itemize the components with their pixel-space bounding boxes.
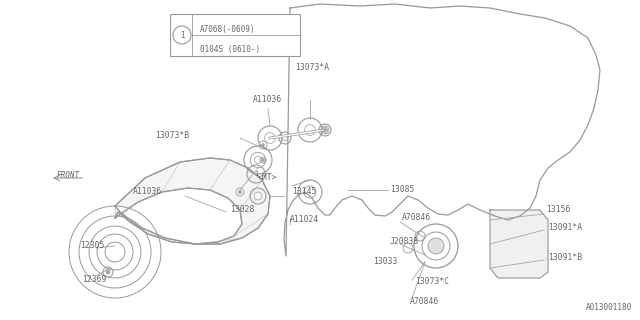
Text: 13073*A: 13073*A <box>295 63 329 73</box>
Polygon shape <box>490 210 548 278</box>
Text: A11024: A11024 <box>290 215 319 225</box>
Text: A11036: A11036 <box>253 95 282 105</box>
Text: 1: 1 <box>180 30 184 39</box>
Circle shape <box>106 270 110 274</box>
Text: 13091*A: 13091*A <box>548 223 582 233</box>
Text: J20838: J20838 <box>390 237 419 246</box>
Text: 12305: 12305 <box>80 242 104 251</box>
Bar <box>170 14 300 56</box>
Polygon shape <box>115 158 270 244</box>
Text: A013001180: A013001180 <box>586 303 632 312</box>
Text: <MT>: <MT> <box>258 173 278 182</box>
Text: 13085: 13085 <box>390 186 414 195</box>
Text: 13156: 13156 <box>546 205 570 214</box>
Text: A7068(-0609): A7068(-0609) <box>200 25 255 34</box>
Circle shape <box>262 158 264 162</box>
Text: 13033: 13033 <box>373 258 397 267</box>
Circle shape <box>323 129 326 132</box>
Text: 13073*B: 13073*B <box>155 132 189 140</box>
Circle shape <box>239 190 241 194</box>
Text: 12369: 12369 <box>82 276 106 284</box>
Circle shape <box>428 238 444 254</box>
Text: A70846: A70846 <box>410 298 439 307</box>
Text: 13028: 13028 <box>230 205 254 214</box>
Text: 0104S (0610-): 0104S (0610-) <box>200 45 260 54</box>
Text: A70846: A70846 <box>402 213 431 222</box>
Circle shape <box>262 143 264 147</box>
Text: FRONT: FRONT <box>56 171 79 180</box>
Text: 13145: 13145 <box>292 188 316 196</box>
Text: 13091*B: 13091*B <box>548 253 582 262</box>
Text: 1: 1 <box>254 171 258 177</box>
Text: 13073*C: 13073*C <box>415 277 449 286</box>
Text: A11036: A11036 <box>133 188 163 196</box>
